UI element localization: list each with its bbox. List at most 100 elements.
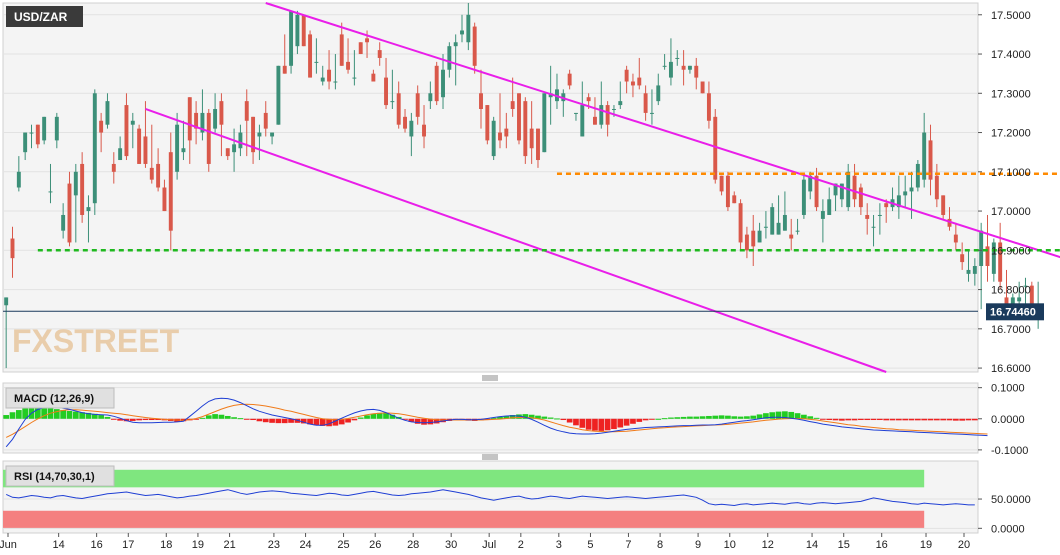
macd-histogram-bar (243, 418, 250, 420)
price-y-tick-label: 17.4000 (991, 49, 1031, 61)
candle-body (795, 230, 800, 232)
macd-histogram-bar (820, 418, 826, 420)
candle-body (782, 214, 787, 231)
macd-histogram-bar (794, 413, 801, 419)
candle-body (162, 187, 167, 212)
rsi-y-tick-label: 50.0000 (991, 494, 1031, 506)
axis-ticks: 17.5000 17.4000 17.3000 17.2000 17.1000 17.00… (0, 10, 1031, 551)
macd-histogram-bar (642, 418, 649, 421)
macd-histogram-bar (864, 418, 871, 421)
macd-histogram-bar (528, 414, 535, 419)
candle-body (491, 120, 496, 157)
macd-histogram-bar (896, 418, 902, 421)
macd-histogram-bar (300, 418, 307, 424)
candle-body (213, 108, 218, 129)
candle-body (23, 132, 28, 153)
macd-histogram-bar (53, 409, 60, 419)
price-y-tick-label: 16.9000 (991, 245, 1031, 257)
macd-histogram-bar (421, 418, 427, 425)
candle-body (10, 238, 15, 259)
candle-body (510, 101, 515, 109)
macd-histogram-bar (383, 413, 389, 419)
candle-body (972, 266, 977, 274)
candle-body (403, 116, 407, 129)
candle-body (238, 132, 243, 149)
candle-body (149, 167, 154, 180)
candle-body (339, 34, 344, 66)
macd-histogram-bar (946, 418, 953, 421)
macd-histogram-bar (231, 417, 237, 419)
macd-histogram-bar (915, 418, 921, 421)
macd-histogram-bar (319, 418, 326, 426)
candle-body (548, 93, 553, 98)
macd-histogram-bar (959, 418, 966, 421)
candle-body (219, 101, 224, 125)
candle-body (137, 128, 142, 164)
price-panel[interactable] (2, 2, 979, 373)
macd-histogram-bar (807, 416, 814, 419)
macd-histogram-bar (725, 415, 731, 419)
candle-body (934, 175, 939, 200)
macd-histogram-bar (623, 418, 630, 426)
candle-body (833, 183, 838, 196)
candle-body (985, 246, 990, 267)
candle-body (358, 42, 363, 55)
candle-body (92, 93, 97, 204)
candle-body (542, 93, 547, 153)
candle-body (124, 105, 129, 157)
candle-body (111, 163, 116, 172)
macd-histogram-bar (706, 415, 712, 419)
candle-body (371, 73, 376, 82)
candle-body (858, 187, 863, 208)
macd-histogram-bar (927, 418, 934, 421)
candle-body (567, 73, 572, 86)
macd-histogram-bar (427, 418, 434, 425)
candle-body (757, 230, 762, 243)
x-tick-label: 26 (369, 539, 381, 551)
macd-histogram-bar (908, 418, 915, 421)
candle-body (251, 116, 256, 153)
macd-histogram-bar (275, 418, 282, 424)
macd-histogram-bar (503, 415, 510, 419)
macd-histogram-bar (148, 418, 155, 421)
panel-splitter-2[interactable] (482, 454, 498, 460)
candle-body (225, 148, 230, 157)
candle-body (86, 207, 91, 212)
macd-histogram-bar (3, 415, 10, 419)
candle-body (460, 30, 464, 35)
x-tick-label: 20 (958, 539, 970, 551)
macd-histogram-bar (617, 418, 624, 428)
macd-histogram-bar (889, 418, 896, 421)
candle-body (130, 120, 135, 125)
candle-body (903, 191, 908, 196)
candle-body (624, 69, 629, 82)
candle-body (662, 65, 667, 67)
candle-body (687, 65, 692, 70)
candle-body (466, 14, 471, 43)
candle-body (877, 214, 882, 216)
panel-splitter-1[interactable] (482, 375, 498, 381)
x-tick-label: 16 (91, 539, 103, 551)
x-tick-label: 19 (192, 539, 204, 551)
macd-histogram-bar (497, 416, 503, 419)
macd-histogram-bar (509, 415, 516, 419)
x-tick-label: 8 (657, 539, 663, 551)
candle-body (472, 26, 477, 66)
candle-body (523, 101, 528, 157)
macd-histogram-bar (952, 418, 959, 421)
rsi-y-tick-label: 0.0000 (991, 523, 1025, 535)
candle-body (485, 105, 490, 141)
rsi-label: RSI (14,70,30,1) (5, 465, 115, 487)
macd-histogram-bar (256, 418, 263, 422)
price-y-tick-label: 17.3000 (991, 88, 1031, 100)
macd-histogram-bar (313, 418, 320, 426)
macd-histogram-bar (60, 410, 66, 419)
candle-body (770, 207, 775, 235)
macd-histogram-bar (79, 412, 85, 419)
x-tick-label: 2 (518, 539, 524, 551)
macd-histogram-bar (769, 412, 776, 419)
x-tick-label: 5 (587, 539, 593, 551)
macd-histogram-bar (585, 418, 592, 430)
x-tick-label: 12 (762, 539, 774, 551)
